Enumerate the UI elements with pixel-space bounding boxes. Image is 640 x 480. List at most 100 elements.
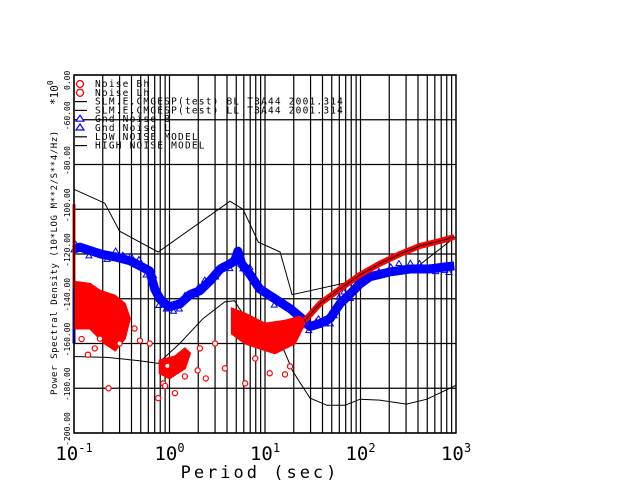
gnd-noise-triangle-marker [169, 307, 178, 314]
legend-item: LOW NOISE MODEL [75, 132, 199, 143]
y-tick-label: -200.00 [63, 412, 72, 446]
x-tick-label: 100 [154, 441, 184, 465]
gnd-noise-triangle-marker [111, 247, 120, 254]
legend-label: Gnd Noise B [95, 114, 171, 125]
gnd-noise-triangle-marker [103, 255, 112, 262]
gnd-noise-triangle-marker [186, 289, 195, 296]
y-tick-label: -60.00 [63, 101, 72, 130]
gnd-noise-triangle-marker [286, 303, 295, 311]
gnd-noise-triangle-marker [326, 319, 335, 327]
y-tick-label: -120.00 [63, 233, 72, 267]
noise-circle-marker [105, 385, 112, 392]
x-tick-labels: 10-1 100 101 102 103 [55, 441, 471, 465]
gnd-noise-triangle-marker [277, 297, 285, 305]
legend-item: HIGH NOISE MODEL [75, 141, 206, 152]
gnd-noise-triangle-marker [250, 275, 259, 282]
circle-marker-icon [75, 88, 85, 97]
noise-cluster [158, 347, 192, 380]
y-tick-label: -100.00 [63, 188, 72, 222]
noise-circle-marker [252, 355, 259, 362]
gnd-noise-triangle-marker [149, 271, 158, 279]
data-marks [70, 188, 457, 406]
gnd-noise-triangle-marker [339, 288, 348, 295]
gnd-noise-triangle-marker [225, 264, 234, 272]
gnd-noise-band [72, 242, 455, 331]
y-tick-label: -140.00 [63, 278, 72, 312]
noise-circle-marker [116, 340, 123, 347]
noise-circle-marker [146, 340, 153, 347]
gnd-noise-triangle-marker [233, 250, 242, 258]
x-tick-label: 103 [441, 441, 471, 465]
noise-circle-marker [241, 380, 249, 387]
circle-marker-icon [75, 79, 85, 89]
gnd-noise-triangle-marker [118, 251, 127, 258]
legend-item: Gnd Noise B [74, 114, 171, 125]
gnd-noise-triangle-marker [135, 255, 143, 263]
gnd-noise-triangle-marker [131, 259, 140, 266]
y-tick-label: -80.00 [63, 146, 72, 175]
legend-item: Gnd Noise L [74, 122, 170, 134]
y-top-label: 0.00 [63, 71, 72, 90]
noise-circle-marker [96, 335, 104, 342]
triangle-marker-icon [74, 122, 86, 131]
gnd-noise-triangle-marker [221, 262, 229, 269]
gnd-noise-triangle-marker [335, 293, 343, 300]
gnd-noise-triangle-marker [211, 273, 220, 280]
gnd-noise-triangle-marker [165, 300, 173, 308]
noise-circle-marker [202, 375, 210, 382]
gnd-noise-triangle-marker [228, 257, 237, 265]
gnd-noise-triangle-marker [330, 311, 339, 319]
legend-label: SLM.E.CMGESP(test) LL T3A44 2001.314 [95, 105, 344, 116]
noise-circle-marker [286, 363, 294, 370]
gnd-noise-triangle-marker [415, 259, 424, 267]
legend-label: SLM.E.CMGESP(test) BL T3A44 2001.314 [95, 97, 344, 108]
noise-trend-outline [304, 236, 455, 322]
gnd-noise-triangle-marker [425, 263, 434, 271]
gnd-noise-triangle-marker [161, 297, 170, 304]
gnd-noise-triangle-marker [127, 252, 135, 259]
high-noise-model-line [73, 188, 456, 296]
gnd-noise-triangle-marker [360, 276, 369, 283]
noise-circle-marker [194, 367, 201, 374]
legend-label: HIGH NOISE MODEL [95, 141, 206, 152]
y-tick-labels: -200.00 -180.00 -160.00 -140.00 -120.00 -100.… [63, 101, 72, 446]
gnd-noise-triangle-marker [440, 266, 449, 273]
noise-circle-marker [161, 382, 169, 390]
noise-circle-marker [164, 362, 171, 370]
noise-circle-marker [221, 365, 229, 372]
gnd-noise-triangle-marker [158, 293, 167, 300]
gnd-noise-triangle-marker [204, 275, 213, 283]
gnd-noise-triangle-marker [314, 314, 323, 322]
noise-cluster [230, 307, 306, 355]
noise-circle-marker [84, 351, 92, 358]
gnd-noise-triangle-marker [386, 262, 395, 270]
x-tick-label: 10-1 [55, 441, 92, 465]
gnd-noise-triangle-marker [303, 319, 312, 326]
y-axis-label: Power Spectral Density (10*LOG M**2/S**4… [50, 130, 60, 395]
legend-label: LOW NOISE MODEL [95, 132, 199, 143]
legend-label: Noise Lh [95, 88, 150, 99]
x-tick-label: 102 [345, 441, 375, 465]
gnd-noise-triangle-marker [263, 293, 272, 300]
gnd-noise-triangle-marker [431, 267, 440, 275]
legend-item: Noise Bh [75, 79, 149, 90]
noise-cluster [73, 280, 131, 352]
gnd-noise-triangle-marker [445, 268, 453, 275]
y-tick-label: -160.00 [63, 322, 72, 356]
noise-circle-marker [211, 340, 219, 347]
y-multiplier: *100 [46, 80, 61, 105]
gnd-noise-triangle-marker [242, 266, 251, 274]
gnd-noise-triangle-marker [236, 260, 245, 267]
noise-circle-marker [281, 371, 289, 378]
noise-circle-marker [91, 345, 98, 352]
gnd-noise-triangle-marker [375, 267, 383, 275]
y-tick-label: -180.00 [63, 367, 72, 401]
gnd-noise-triangle-marker [346, 294, 355, 301]
noise-circle-marker [181, 373, 189, 380]
legend-item: Noise Lh [75, 88, 150, 99]
noise-circle-marker [171, 389, 179, 397]
gnd-noise-triangle-marker [150, 285, 159, 293]
plot-frame [73, 74, 457, 434]
